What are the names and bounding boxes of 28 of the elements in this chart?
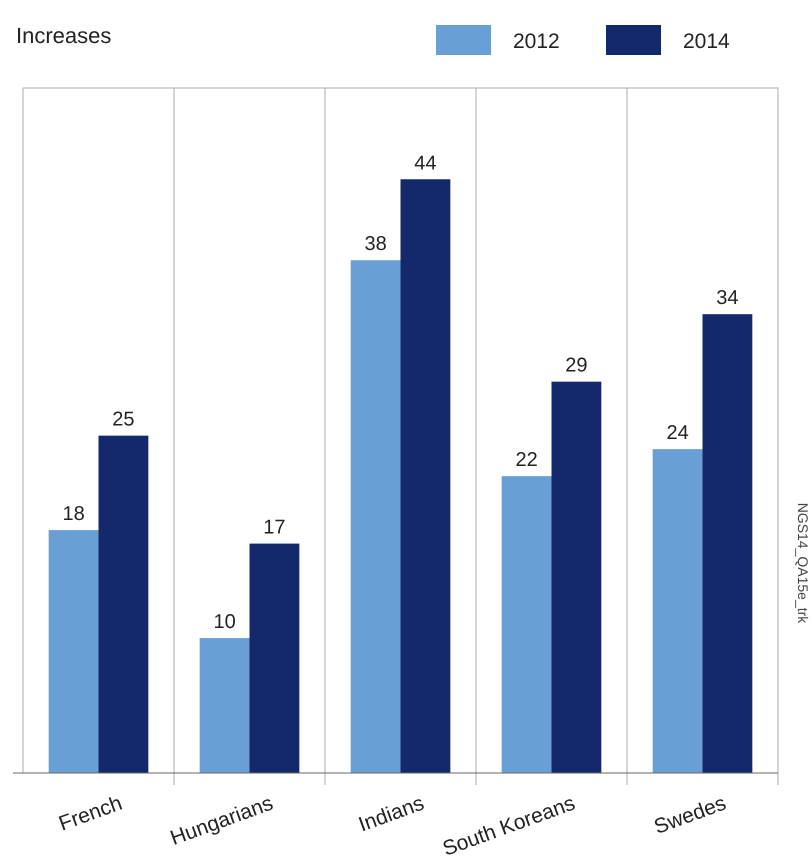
data-label: 25 — [112, 408, 135, 431]
bar — [250, 544, 300, 773]
bar — [502, 476, 552, 773]
data-label: 10 — [213, 611, 236, 634]
bar — [652, 449, 702, 773]
data-label: 29 — [565, 354, 588, 377]
bar — [400, 179, 450, 773]
bar — [702, 314, 752, 773]
data-label: 17 — [263, 516, 286, 539]
legend-label: 2012 — [513, 30, 560, 53]
data-label: 34 — [716, 287, 739, 310]
data-label: 38 — [364, 233, 387, 256]
legend-label: 2014 — [683, 30, 730, 53]
bar — [200, 638, 250, 773]
data-label: 24 — [666, 422, 689, 444]
data-label: 18 — [62, 503, 85, 526]
x-tick-label: Indians — [356, 792, 428, 836]
bar — [350, 260, 400, 773]
text: NGS14_QA15e_trk — [795, 502, 811, 624]
bar — [98, 436, 148, 773]
x-tick-label: South Koreans — [440, 792, 578, 860]
chart-title: Increases — [16, 23, 112, 48]
x-tick-label: Swedes — [651, 792, 730, 839]
x-tick-label: French — [56, 792, 126, 836]
bar — [552, 382, 602, 773]
data-label: 22 — [515, 449, 538, 472]
data-label: 44 — [414, 152, 437, 174]
bar — [48, 530, 98, 773]
